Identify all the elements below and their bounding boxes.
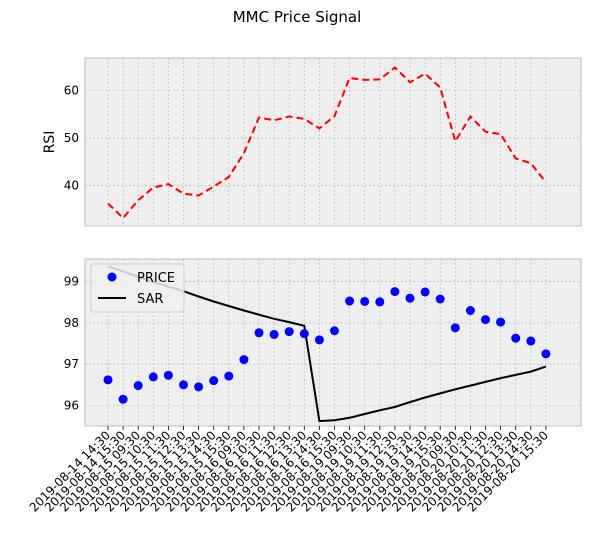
price-point <box>360 296 370 306</box>
price-point <box>450 323 460 333</box>
price-point <box>163 370 173 380</box>
price-point <box>133 381 143 391</box>
price-point <box>541 349 551 359</box>
chart-title: MMC Price Signal <box>233 8 362 26</box>
legend-price-label: PRICE <box>137 271 175 286</box>
price-point <box>511 333 521 343</box>
price-point <box>314 335 324 345</box>
price-y-tick-label: 97 <box>64 357 79 371</box>
price-point <box>103 375 113 385</box>
price-point <box>375 297 385 307</box>
price-point <box>405 293 415 303</box>
price-point <box>254 328 264 338</box>
price-y-tick-label: 96 <box>64 398 79 412</box>
price-y-tick-label: 98 <box>64 316 79 330</box>
price-point <box>209 376 219 386</box>
price-point <box>224 371 234 381</box>
rsi-plot-area <box>84 57 582 227</box>
rsi-series <box>107 66 547 220</box>
rsi-y-axis-label: RSI <box>42 131 58 154</box>
price-point <box>465 306 475 316</box>
legend-sar-label: SAR <box>137 292 163 307</box>
price-point <box>239 355 249 365</box>
rsi-y-tick-label: 50 <box>64 131 79 145</box>
price-point <box>330 326 339 336</box>
price-point <box>118 394 128 404</box>
price-point <box>481 315 490 325</box>
price-point <box>269 329 279 339</box>
price-point <box>345 296 355 306</box>
price-point <box>179 380 188 390</box>
legend: PRICE SAR <box>90 263 185 313</box>
price-point <box>496 317 506 327</box>
legend-price-marker <box>107 272 117 282</box>
price-point <box>526 336 536 346</box>
price-point <box>194 382 204 392</box>
price-point <box>299 329 309 339</box>
rsi-y-tick-label: 40 <box>64 179 79 193</box>
price-y-ticks: 96 97 98 99 <box>64 275 79 413</box>
price-series <box>103 287 551 404</box>
rsi-grid <box>85 58 581 226</box>
rsi-y-ticks: 40 50 60 <box>64 83 79 192</box>
price-y-tick-label: 99 <box>64 275 79 289</box>
price-point <box>284 327 294 337</box>
price-point <box>390 287 400 297</box>
rsi-panel: 40 50 60 RSI <box>42 57 582 227</box>
rsi-y-tick-label: 60 <box>64 83 79 97</box>
price-point <box>435 294 445 304</box>
price-point <box>420 287 430 297</box>
price-point <box>148 372 158 382</box>
rsi-line <box>107 66 547 220</box>
